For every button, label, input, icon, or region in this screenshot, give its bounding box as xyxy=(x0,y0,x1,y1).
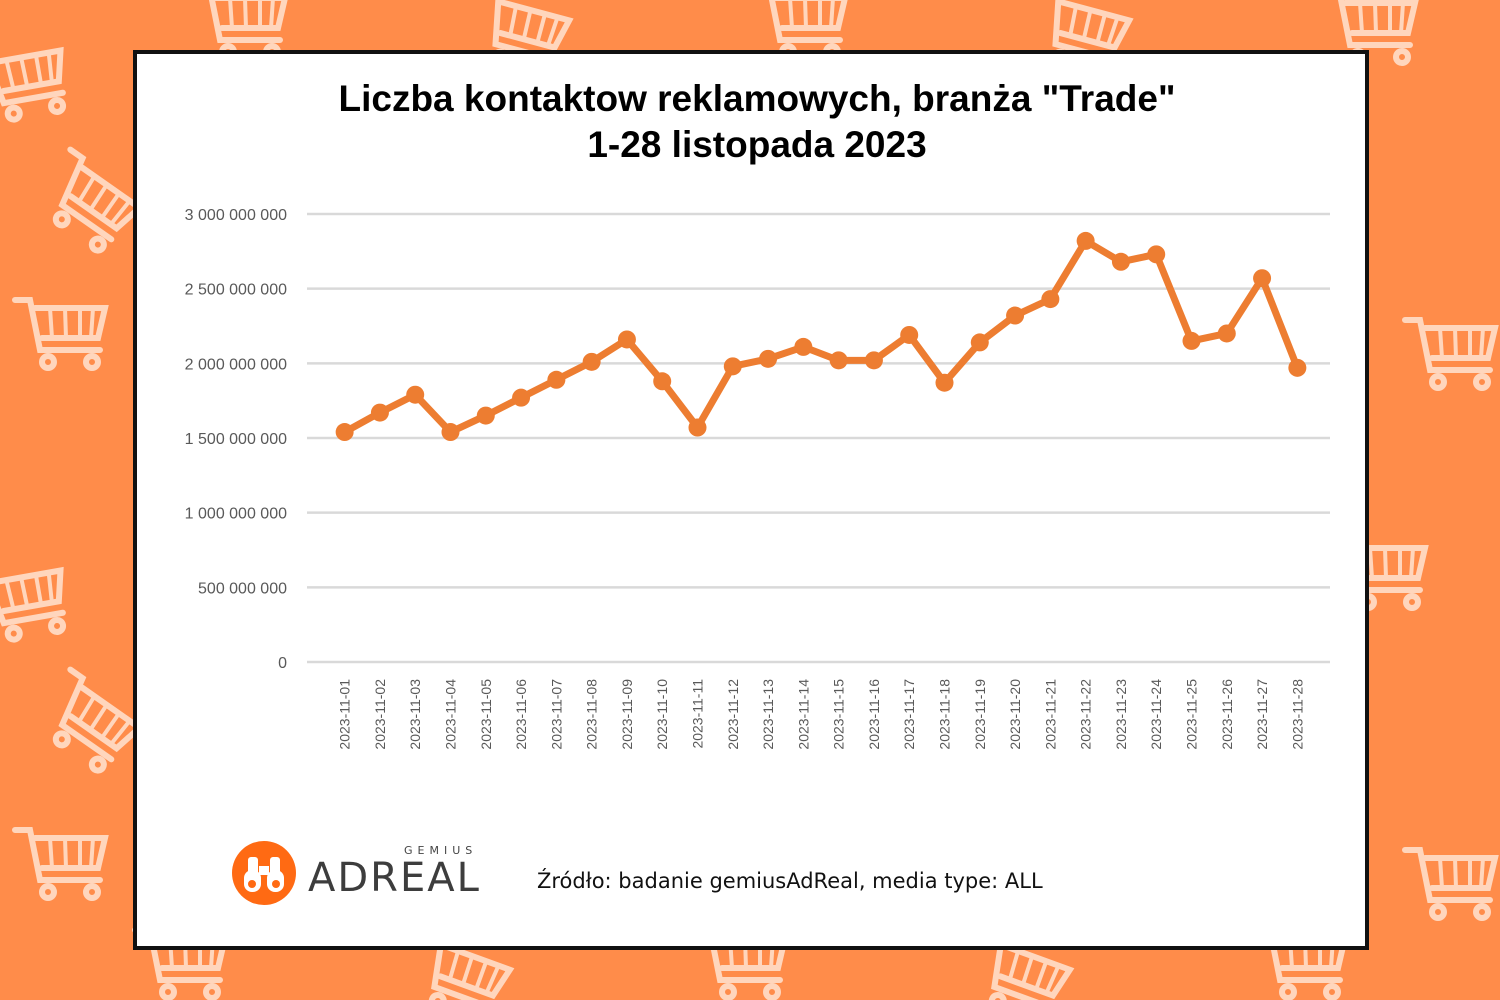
data-point xyxy=(476,406,495,425)
x-tick-label: 2023-11-17 xyxy=(901,679,917,750)
series-line xyxy=(342,237,1301,436)
x-tick-label: 2023-11-10 xyxy=(654,679,670,750)
data-point xyxy=(1076,231,1095,250)
x-tick-label: 2023-11-22 xyxy=(1078,679,1094,750)
shopping-cart-icon xyxy=(0,46,67,123)
x-tick-label: 2023-11-21 xyxy=(1042,679,1058,750)
data-point xyxy=(935,373,954,392)
x-tick-label: 2023-11-04 xyxy=(443,679,459,750)
data-point xyxy=(829,351,848,370)
x-tick-label: 2023-11-16 xyxy=(866,679,882,750)
x-tick-label: 2023-11-12 xyxy=(725,679,741,750)
shopping-cart-icon xyxy=(0,566,67,643)
data-point xyxy=(1182,331,1201,350)
shopping-cart-icon xyxy=(1402,847,1499,921)
x-tick-label: 2023-11-02 xyxy=(372,679,388,750)
x-tick-label: 2023-11-15 xyxy=(831,679,847,750)
data-point xyxy=(1006,306,1025,325)
shopping-cart-icon xyxy=(1402,317,1499,391)
y-tick-label: 500 000 000 xyxy=(198,580,287,597)
data-point xyxy=(582,352,601,371)
data-point xyxy=(1041,290,1060,309)
y-tick-label: 3 000 000 000 xyxy=(185,207,287,224)
x-tick-label: 2023-11-26 xyxy=(1219,679,1235,750)
x-tick-label: 2023-11-14 xyxy=(795,679,811,750)
data-point xyxy=(441,423,460,442)
x-tick-label: 2023-11-05 xyxy=(478,679,494,750)
x-tick-label: 2023-11-06 xyxy=(513,679,529,750)
data-point xyxy=(547,370,566,389)
y-tick-label: 1 000 000 000 xyxy=(185,506,287,523)
x-tick-label: 2023-11-08 xyxy=(584,679,600,750)
data-point xyxy=(335,423,354,442)
x-tick-label: 2023-11-03 xyxy=(407,679,423,750)
gemius-adreal-logo: GEMIUS ADREAL xyxy=(232,840,482,910)
data-point xyxy=(617,330,636,349)
data-point xyxy=(759,349,778,368)
chart-title: Liczba kontaktow reklamowych, branża "Tr… xyxy=(137,76,1377,168)
x-tick-label: 2023-11-09 xyxy=(619,679,635,750)
data-point xyxy=(1253,269,1272,288)
y-tick-label: 0 xyxy=(278,655,287,672)
data-point xyxy=(688,418,707,437)
shopping-cart-icon xyxy=(12,827,109,901)
chart-title-line-2: 1-28 listopada 2023 xyxy=(587,124,927,165)
data-point xyxy=(864,351,883,370)
data-point xyxy=(1111,252,1130,271)
data-point xyxy=(653,372,672,391)
chart-card: Liczba kontaktow reklamowych, branża "Tr… xyxy=(133,50,1369,950)
x-tick-label: 2023-11-19 xyxy=(972,679,988,750)
data-point xyxy=(370,403,389,422)
data-point xyxy=(794,337,813,356)
y-tick-label: 1 500 000 000 xyxy=(185,431,287,448)
line-chart: 0 500 000 000 1 000 000 000 1 500 000 000 2 … xyxy=(185,207,1330,750)
data-point xyxy=(512,388,531,407)
data-point xyxy=(970,333,989,352)
data-point xyxy=(1288,358,1307,377)
logo-wordmark: ADREAL xyxy=(308,855,481,901)
data-point xyxy=(1147,245,1166,264)
data-point xyxy=(406,385,425,404)
data-point xyxy=(900,325,919,344)
logo-small-text: GEMIUS xyxy=(404,844,478,857)
data-point xyxy=(723,357,742,376)
x-tick-label: 2023-11-18 xyxy=(937,679,953,750)
x-tick-label: 2023-11-24 xyxy=(1148,679,1164,750)
data-point xyxy=(1217,324,1236,343)
x-tick-label: 2023-11-20 xyxy=(1007,679,1023,750)
x-tick-label: 2023-11-25 xyxy=(1184,679,1200,750)
x-tick-label: 2023-11-11 xyxy=(690,679,706,749)
x-tick-label: 2023-11-27 xyxy=(1254,679,1270,750)
binoculars-icon xyxy=(232,841,296,905)
x-tick-label: 2023-11-23 xyxy=(1113,679,1129,750)
shopping-cart-icon xyxy=(52,146,145,254)
y-tick-label: 2 000 000 000 xyxy=(185,356,287,373)
y-tick-label: 2 500 000 000 xyxy=(185,282,287,299)
x-tick-label: 2023-11-13 xyxy=(760,679,776,750)
chart-title-line-1: Liczba kontaktow reklamowych, branża "Tr… xyxy=(338,78,1176,119)
x-tick-label: 2023-11-07 xyxy=(548,679,564,750)
x-tick-label: 2023-11-01 xyxy=(337,679,353,750)
shopping-cart-icon xyxy=(52,666,145,774)
source-note: Źródło: badanie gemiusAdReal, media type… xyxy=(537,869,1043,893)
shopping-cart-icon xyxy=(12,297,109,371)
x-tick-label: 2023-11-28 xyxy=(1289,679,1305,750)
